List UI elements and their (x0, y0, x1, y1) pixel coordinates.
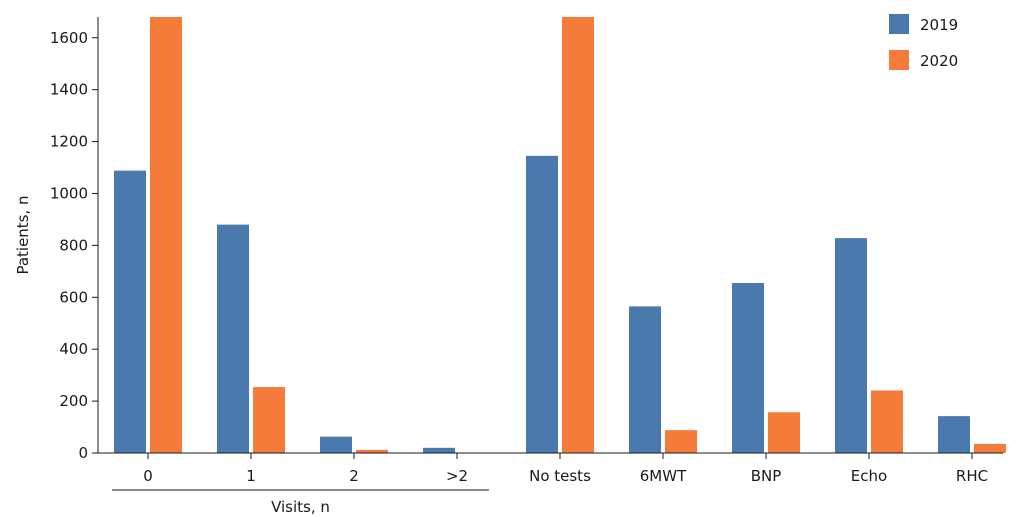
legend-label-2019: 2019 (920, 16, 958, 34)
x-tick-label-1: 1 (246, 467, 256, 485)
y-tick-label-400: 400 (59, 340, 88, 358)
x-tick-label-0: 0 (143, 467, 153, 485)
y-tick-label-1400: 1400 (50, 81, 88, 99)
x-tick-label-8: RHC (956, 467, 988, 485)
y-tick-label-200: 200 (59, 392, 88, 410)
bar-2020-6mwt (665, 430, 697, 453)
bar-2019-2 (320, 436, 352, 453)
axes-layer: 0 200 400 600 800 1000 1200 1400 1600 0 1 2 >2 No tes… (14, 17, 1003, 516)
bar-2020-1 (253, 387, 285, 453)
bar-2019-gt2 (423, 447, 455, 453)
x-tick-label-7: Echo (851, 467, 887, 485)
bar-2019-1 (217, 224, 249, 453)
bar-2020-rhc (974, 443, 1006, 453)
y-tick-label-0: 0 (78, 444, 88, 462)
bar-2019-rhc (938, 416, 970, 453)
bar-2020-2 (356, 449, 388, 453)
x-tick-label-2: 2 (349, 467, 359, 485)
legend-label-2020: 2020 (920, 52, 958, 70)
bars-layer (114, 17, 1006, 453)
bar-2019-no-tests (526, 155, 558, 453)
bar-2020-no-tests (562, 17, 594, 453)
legend-swatch-2020 (889, 50, 909, 70)
x-tick-label-3: >2 (446, 467, 468, 485)
x-tick-label-5: 6MWT (640, 467, 687, 485)
y-tick-label-1200: 1200 (50, 133, 88, 151)
bar-2019-bnp (732, 283, 764, 453)
bar-2019-echo (835, 238, 867, 453)
legend: 2019 2020 (889, 14, 958, 70)
y-tick-label-1600: 1600 (50, 29, 88, 47)
bar-2020-echo (871, 390, 903, 453)
bar-2019-6mwt (629, 306, 661, 453)
bar-2019-0 (114, 170, 146, 453)
y-tick-label-1000: 1000 (50, 184, 88, 202)
y-tick-label-600: 600 (59, 288, 88, 306)
bar-2020-bnp (768, 412, 800, 453)
x-tick-label-6: BNP (751, 467, 782, 485)
legend-swatch-2019 (889, 14, 909, 34)
y-tick-label-800: 800 (59, 236, 88, 254)
x-group-label: Visits, n (271, 498, 330, 516)
x-tick-label-4: No tests (529, 467, 591, 485)
y-axis-title: Patients, n (14, 195, 32, 274)
bar-2020-0 (150, 17, 182, 453)
